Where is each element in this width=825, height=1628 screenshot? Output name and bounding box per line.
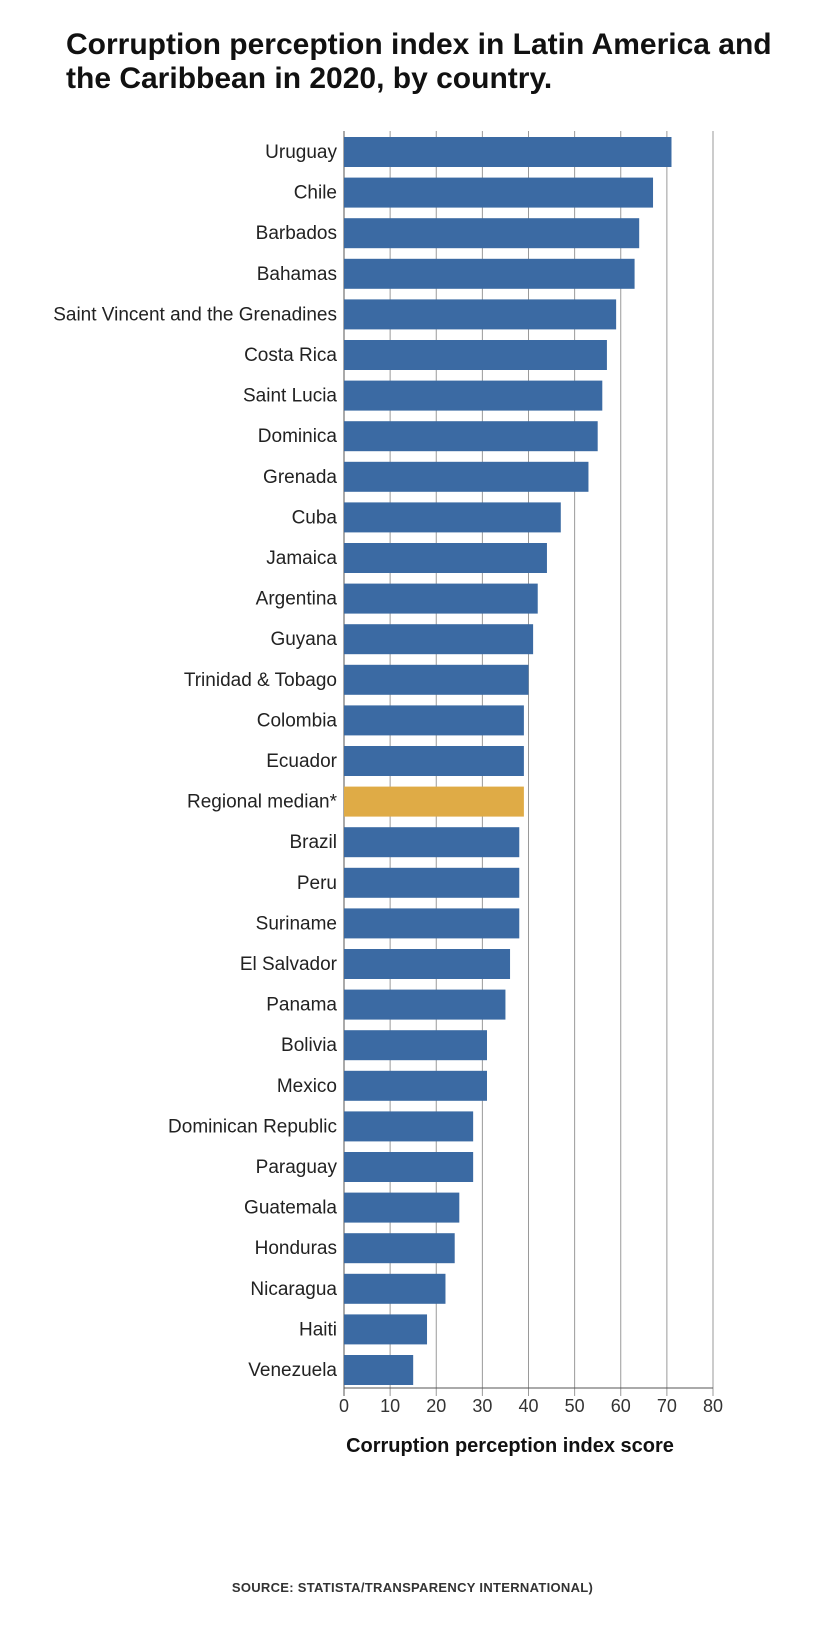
bar (344, 340, 607, 370)
category-label: Nicaragua (250, 1279, 337, 1300)
category-label: Dominican Republic (168, 1116, 337, 1137)
x-tick-label: 30 (472, 1396, 492, 1416)
bar (344, 827, 520, 858)
bar (344, 908, 520, 939)
x-tick-label: 70 (657, 1396, 677, 1416)
bar (344, 299, 617, 330)
category-label: Ecuador (266, 751, 337, 772)
bar (344, 1355, 414, 1385)
category-label: Dominica (258, 426, 338, 447)
x-tick-label: 80 (703, 1396, 723, 1416)
category-label: Grenada (263, 467, 337, 488)
category-label: Mexico (277, 1076, 337, 1097)
category-label: Bolivia (281, 1035, 337, 1056)
category-label: El Salvador (240, 954, 338, 975)
category-label: Haiti (299, 1319, 337, 1340)
bar (344, 1233, 455, 1264)
category-label: Guyana (270, 629, 337, 650)
bar (344, 867, 520, 898)
category-label: Bahamas (257, 264, 337, 285)
bar-chart: Uruguay Chile Barbados Bahamas Saint Vincent… (53, 131, 723, 1457)
category-label: Cuba (292, 507, 338, 528)
x-tick-label: 60 (611, 1396, 631, 1416)
bar (344, 1314, 428, 1345)
bars (344, 137, 672, 1385)
category-label: Peru (297, 873, 337, 894)
bar (344, 258, 635, 289)
bar (344, 421, 598, 452)
category-labels: Uruguay Chile Barbados Bahamas Saint Vincent… (53, 142, 337, 1381)
bar (344, 583, 538, 614)
bar (344, 380, 603, 411)
x-axis-title: Corruption perception index score (346, 1435, 674, 1457)
x-axis: 0 10 20 30 40 50 60 70 80 Corruption perception i… (339, 1387, 723, 1457)
bar (344, 1111, 474, 1142)
category-label: Uruguay (265, 142, 337, 163)
bar (344, 989, 506, 1020)
x-tick-label: 0 (339, 1396, 349, 1416)
bar (344, 502, 561, 533)
bar (344, 624, 534, 655)
x-tick-label: 10 (380, 1396, 400, 1416)
bar (344, 1192, 460, 1223)
x-tick-label: 20 (426, 1396, 446, 1416)
x-tick-label: 40 (518, 1396, 538, 1416)
bar (344, 461, 589, 492)
bar (344, 746, 524, 776)
source-note: SOURCE: STATISTA/TRANSPARENCY INTERNATIO… (231, 1580, 594, 1595)
bar (344, 664, 529, 695)
category-label: Paraguay (256, 1157, 338, 1178)
x-tick-label: 50 (565, 1396, 585, 1416)
category-label: Argentina (256, 589, 338, 610)
bar (344, 1152, 474, 1182)
bar (344, 949, 511, 979)
category-label: Saint Vincent and the Grenadines (53, 304, 337, 325)
bar (344, 543, 547, 573)
bar (344, 1070, 487, 1101)
category-label: Honduras (255, 1238, 337, 1259)
category-label: Barbados (256, 223, 337, 244)
category-label: Guatemala (244, 1198, 337, 1219)
chart-title: Corruption perception index in Latin Ame… (66, 28, 772, 95)
category-label: Brazil (289, 832, 337, 853)
bar (344, 705, 524, 736)
category-label: Saint Lucia (243, 386, 337, 407)
category-label: Panama (266, 995, 337, 1016)
category-label: Jamaica (266, 548, 337, 569)
category-label: Colombia (257, 710, 338, 731)
category-label: Chile (294, 183, 337, 204)
bar (344, 177, 654, 208)
category-label: Suriname (256, 913, 337, 934)
bar (344, 1030, 487, 1061)
category-label: Costa Rica (244, 345, 337, 366)
bar (344, 1273, 446, 1304)
category-label: Regional median* (187, 792, 338, 813)
category-label: Venezuela (248, 1360, 337, 1381)
bar (344, 786, 524, 817)
bar (344, 137, 672, 167)
bar (344, 218, 640, 249)
category-label: Trinidad & Tobago (184, 670, 337, 691)
